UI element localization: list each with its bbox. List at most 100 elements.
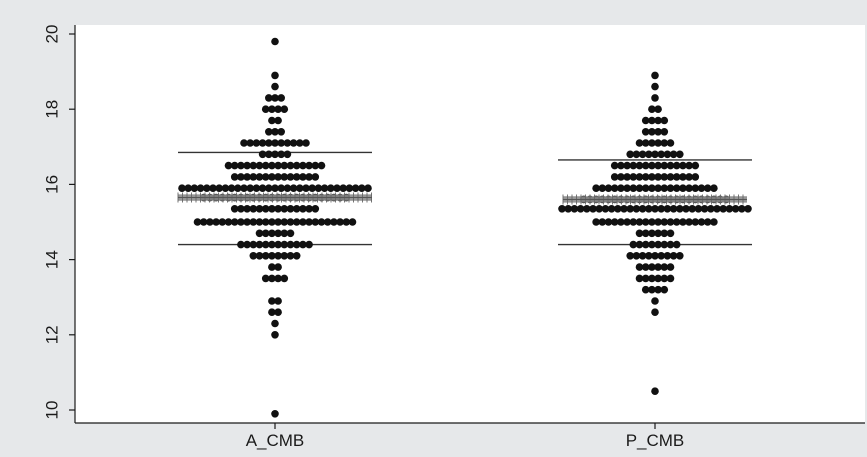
a_cmb-point — [283, 150, 292, 159]
p_cmb-point — [610, 184, 619, 192]
p_cmb-point — [672, 184, 681, 192]
p_cmb-point — [663, 150, 672, 159]
a_cmb-point — [230, 173, 239, 181]
a_cmb-point — [280, 105, 289, 113]
a_cmb-point — [268, 105, 276, 113]
a_cmb-point — [224, 161, 233, 170]
a_cmb-point — [255, 218, 264, 226]
a_cmb-point — [286, 173, 295, 181]
a_cmb-point — [351, 184, 360, 192]
p_cmb-point — [623, 218, 631, 226]
a_cmb-point — [268, 161, 276, 170]
a_cmb-point — [327, 184, 335, 192]
a_cmb-point — [268, 308, 276, 317]
a_cmb-point — [265, 150, 273, 159]
a_cmb-point — [274, 229, 282, 238]
a_cmb-point — [243, 173, 251, 181]
p_cmb-point — [632, 150, 641, 159]
a_cmb-point — [271, 82, 279, 91]
a_cmb-point — [246, 139, 254, 147]
p_cmb-point — [629, 240, 638, 249]
p_cmb-point — [663, 252, 672, 260]
a_cmb-point — [364, 184, 372, 192]
a_cmb-point — [277, 150, 286, 159]
p_cmb-point — [666, 274, 675, 283]
a_cmb-point — [227, 184, 236, 192]
p_cmb-point — [583, 205, 591, 213]
a_cmb-point — [277, 139, 286, 147]
a_cmb-point — [255, 240, 264, 249]
p_cmb-point — [558, 205, 566, 213]
a_cmb-point — [305, 173, 313, 181]
a_cmb-point — [261, 205, 270, 213]
p_cmb-point — [592, 184, 600, 192]
a_cmb-point — [274, 161, 282, 170]
a_cmb-point — [246, 184, 254, 192]
p_cmb-point — [641, 229, 650, 238]
p_cmb-point — [635, 229, 644, 238]
a_cmb-point — [292, 173, 301, 181]
y-tick-label-20: 20 — [42, 25, 61, 44]
p_cmb-point — [666, 161, 675, 170]
p_cmb-point — [607, 205, 616, 213]
p_cmb-point — [660, 263, 669, 271]
a_cmb-point — [203, 184, 211, 192]
a_cmb-point — [268, 205, 276, 213]
a_cmb-point — [320, 184, 329, 192]
p_cmb-point — [635, 184, 644, 192]
y-tick-label-14: 14 — [42, 250, 61, 269]
a_cmb-point — [302, 139, 310, 147]
a_cmb-point — [311, 161, 320, 170]
p_cmb-point — [629, 218, 638, 226]
a_cmb-point — [274, 240, 282, 249]
p_cmb-point — [666, 240, 675, 249]
a_cmb-point — [299, 240, 307, 249]
a_cmb-point — [323, 218, 332, 226]
p_cmb-point — [648, 105, 656, 113]
a_cmb-point — [230, 161, 239, 170]
p_cmb-point — [617, 184, 625, 192]
p_cmb-point — [623, 184, 631, 192]
a_cmb-point — [243, 240, 251, 249]
p_cmb-point — [713, 205, 721, 213]
a_cmb-point — [277, 184, 286, 192]
a_cmb-point — [283, 184, 292, 192]
a_cmb-point — [305, 161, 313, 170]
p_cmb-point — [654, 161, 662, 170]
p_cmb-point — [654, 274, 662, 283]
p_cmb-point — [657, 150, 665, 159]
a_cmb-point — [243, 205, 251, 213]
p_cmb-point — [651, 308, 659, 317]
a_cmb-point — [271, 37, 279, 46]
a_cmb-point — [271, 94, 279, 102]
p_cmb-point — [641, 240, 650, 249]
p_cmb-point — [645, 150, 653, 159]
a_cmb-point — [268, 218, 276, 226]
a_cmb-point — [271, 319, 279, 328]
p_cmb-point — [660, 218, 669, 226]
p_cmb-point — [666, 173, 675, 181]
p_cmb-point — [635, 161, 644, 170]
p_cmb-point — [626, 252, 634, 260]
a_cmb-point — [280, 173, 289, 181]
p_cmb-point — [660, 116, 669, 125]
a_cmb-point — [261, 240, 270, 249]
p_cmb-point — [576, 205, 585, 213]
p_cmb-point — [632, 205, 641, 213]
a_cmb-point — [286, 229, 295, 238]
y-tick-label-10: 10 — [42, 401, 61, 420]
a_cmb-point — [280, 240, 289, 249]
p_cmb-point — [648, 161, 656, 170]
a_cmb-point — [311, 173, 320, 181]
a_cmb-point — [258, 184, 267, 192]
p_cmb-point — [744, 205, 752, 213]
p_cmb-point — [657, 252, 665, 260]
p_cmb-point — [651, 71, 659, 80]
p_cmb-point — [651, 82, 659, 91]
a_cmb-point — [261, 252, 270, 260]
p_cmb-point — [691, 218, 700, 226]
p_cmb-point — [691, 161, 700, 170]
p_cmb-point — [617, 173, 625, 181]
a_cmb-point — [184, 184, 192, 192]
p_cmb-point — [676, 150, 684, 159]
